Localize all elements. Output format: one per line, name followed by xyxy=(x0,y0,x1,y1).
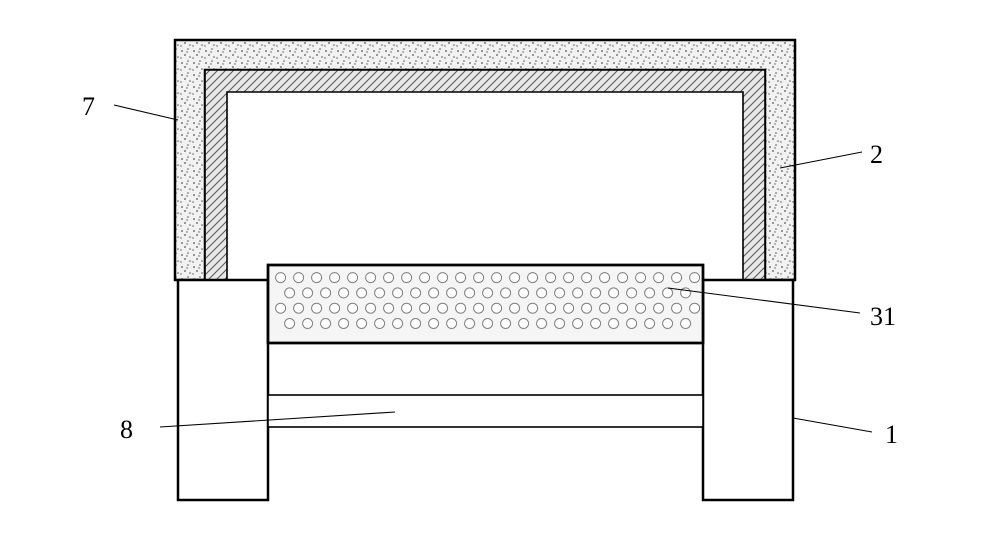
callout-7: 7 xyxy=(82,92,95,122)
diagram-stage: 7 8 2 31 1 xyxy=(0,0,1000,541)
diagram-svg xyxy=(0,0,1000,541)
callout-8: 8 xyxy=(120,415,133,445)
callout-2: 2 xyxy=(870,140,883,170)
callout-31: 31 xyxy=(870,302,896,332)
callout-1: 1 xyxy=(885,420,898,450)
geometry-group xyxy=(175,40,795,500)
